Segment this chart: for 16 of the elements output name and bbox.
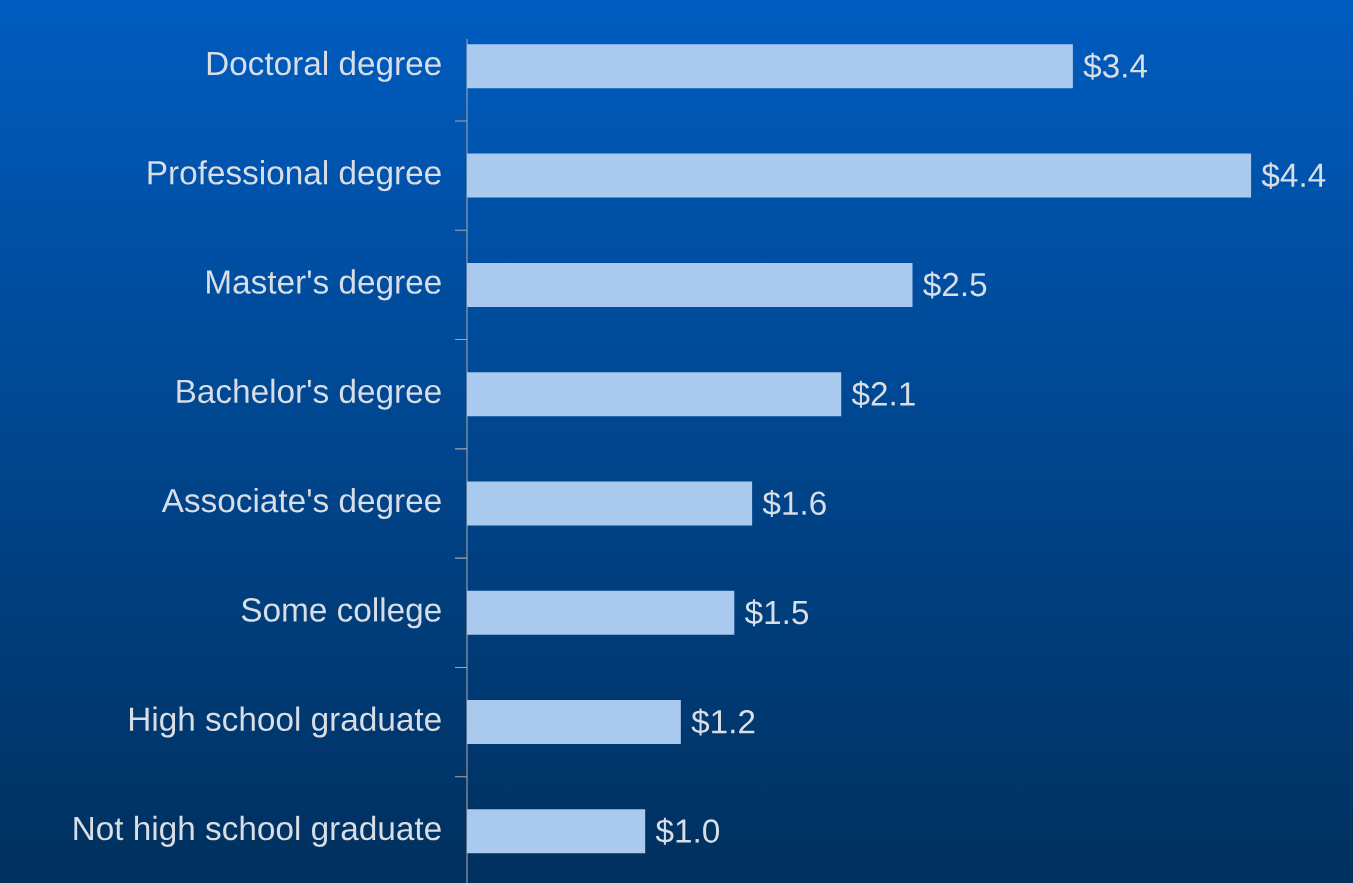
y-tick-label: Associate's degree: [161, 487, 441, 520]
data-label: $2.1: [851, 380, 915, 408]
data-label: $2.5: [923, 271, 987, 299]
y-tick-label: Bachelor's degree: [177, 378, 441, 410]
data-label: $1.2: [691, 708, 755, 736]
data-label: $1.6: [762, 489, 826, 517]
y-tick-label: Not high school graduate: [74, 815, 441, 847]
y-tick-label: Professional degree: [148, 160, 441, 192]
y-tick-label: Doctoral degree: [207, 50, 441, 82]
data-label: $1.5: [744, 599, 809, 627]
y-tick-label: Some college: [241, 597, 441, 629]
y-tick-label: High school graduate: [130, 706, 441, 738]
data-label: $4.4: [1261, 162, 1326, 190]
data-label: $3.4: [1083, 52, 1148, 80]
y-tick-label: Master's degree: [207, 269, 441, 301]
data-label: $1.0: [655, 817, 720, 845]
